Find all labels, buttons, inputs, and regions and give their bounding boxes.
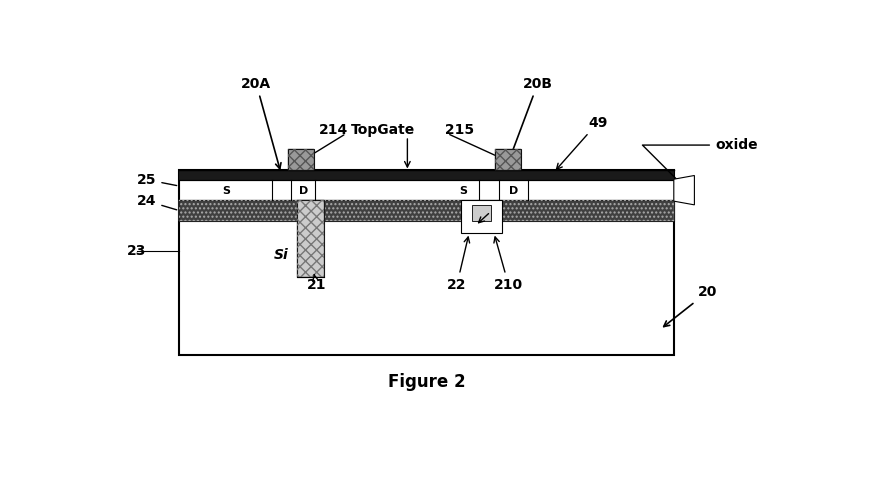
- Bar: [297, 200, 324, 277]
- Text: oxide: oxide: [642, 138, 758, 187]
- Text: TopGate: TopGate: [351, 124, 416, 138]
- Bar: [179, 170, 673, 180]
- Text: 22: 22: [447, 237, 470, 292]
- Text: 21: 21: [307, 274, 326, 292]
- Bar: [179, 170, 673, 355]
- Text: D: D: [299, 186, 308, 196]
- Bar: [288, 149, 314, 170]
- Text: S: S: [222, 186, 229, 196]
- Bar: [179, 200, 673, 221]
- Text: 20A: 20A: [241, 77, 281, 169]
- Text: 215: 215: [440, 124, 475, 138]
- Text: D: D: [509, 186, 518, 196]
- Bar: [495, 149, 521, 170]
- Text: 20B: 20B: [505, 77, 553, 169]
- Bar: [179, 200, 673, 221]
- Text: Si: Si: [274, 248, 289, 262]
- Text: Figure 2: Figure 2: [388, 372, 465, 391]
- Bar: [495, 149, 521, 170]
- Text: 49: 49: [556, 116, 607, 169]
- Bar: [288, 149, 314, 170]
- Text: 24: 24: [136, 194, 176, 210]
- Text: S: S: [459, 186, 467, 196]
- Text: 25: 25: [136, 172, 176, 186]
- Text: 210: 210: [494, 237, 523, 292]
- Bar: [297, 200, 324, 277]
- Text: 23: 23: [128, 244, 146, 258]
- Text: 20: 20: [664, 285, 717, 327]
- Bar: [472, 205, 491, 221]
- Text: 214: 214: [318, 124, 347, 138]
- Bar: [179, 180, 673, 200]
- Polygon shape: [673, 175, 695, 205]
- Bar: [461, 200, 502, 233]
